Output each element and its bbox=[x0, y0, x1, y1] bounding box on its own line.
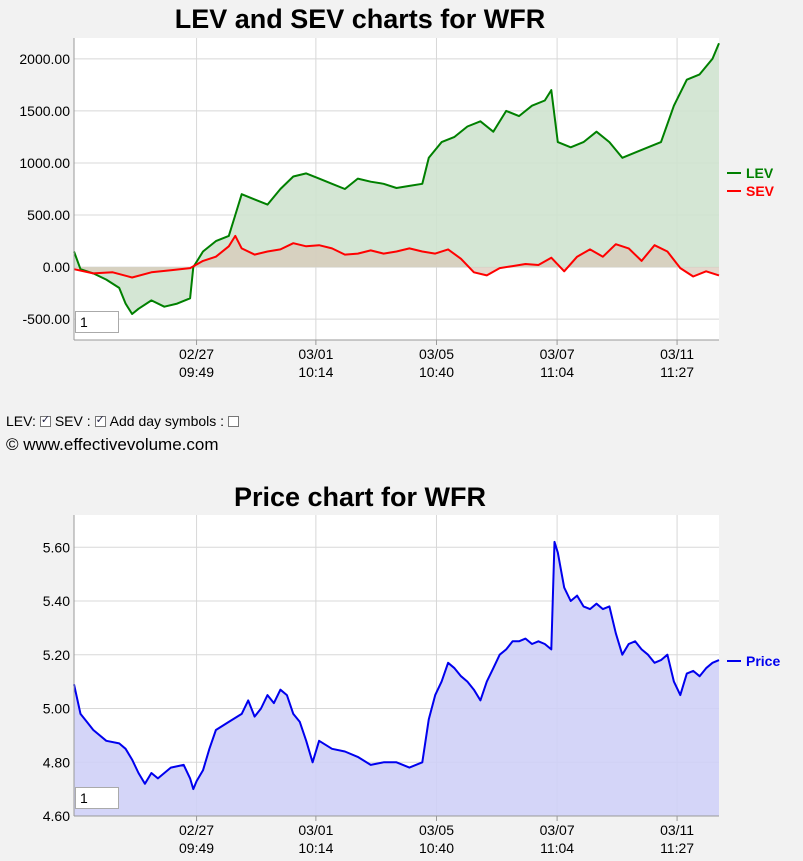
x-tick-date: 03/05 bbox=[419, 346, 454, 362]
ev-chart-title: LEV and SEV charts for WFR bbox=[174, 4, 546, 34]
lev-label: LEV: bbox=[6, 413, 36, 429]
y-tick-label: 500.00 bbox=[27, 207, 70, 223]
x-tick-time: 09:49 bbox=[179, 840, 214, 856]
lev-checkbox[interactable] bbox=[39, 413, 51, 427]
x-tick-time: 10:14 bbox=[298, 364, 333, 380]
x-tick-time: 09:49 bbox=[179, 364, 214, 380]
day-symbols-label: Add day symbols : bbox=[109, 413, 225, 429]
x-tick-date: 03/05 bbox=[419, 822, 454, 838]
x-tick-date: 03/11 bbox=[660, 822, 694, 838]
y-tick-label: -500.00 bbox=[23, 311, 71, 327]
ev-zoom-input[interactable]: 1 bbox=[75, 311, 119, 333]
x-tick-date: 02/27 bbox=[179, 346, 214, 362]
legend-label-lev: LEV bbox=[746, 165, 774, 181]
y-tick-label: 1500.00 bbox=[19, 103, 70, 119]
x-tick-date: 03/01 bbox=[298, 346, 333, 362]
y-tick-label: 5.20 bbox=[43, 647, 70, 663]
lev-line bbox=[73, 42, 720, 315]
y-tick-label: 4.60 bbox=[43, 808, 70, 824]
y-tick-label: 4.80 bbox=[43, 754, 70, 770]
series-controls: LEV: SEV : Add day symbols : bbox=[6, 413, 243, 429]
y-tick-label: 2000.00 bbox=[19, 51, 70, 67]
x-tick-time: 10:14 bbox=[298, 840, 333, 856]
y-tick-label: 5.00 bbox=[43, 701, 70, 717]
x-tick-date: 03/07 bbox=[540, 822, 575, 838]
x-tick-time: 11:04 bbox=[540, 364, 574, 380]
y-tick-label: 1000.00 bbox=[19, 155, 70, 171]
legend-label-sev: SEV bbox=[746, 183, 775, 199]
y-tick-label: 5.40 bbox=[43, 593, 70, 609]
x-tick-date: 03/11 bbox=[660, 346, 694, 362]
y-tick-label: 5.60 bbox=[43, 539, 70, 555]
sev-checkbox[interactable] bbox=[94, 413, 106, 427]
ev-chart: 2000.00 1500.00 1000.00 500.00 0.00 -500.00 02… bbox=[19, 38, 775, 380]
price-zoom-input[interactable]: 1 bbox=[75, 787, 119, 809]
x-tick-date: 02/27 bbox=[179, 822, 214, 838]
x-tick-time: 10:40 bbox=[419, 840, 454, 856]
x-tick-time: 10:40 bbox=[419, 364, 454, 380]
x-tick-date: 03/01 bbox=[298, 822, 333, 838]
sev-line bbox=[73, 234, 720, 279]
legend-label-price: Price bbox=[746, 653, 780, 669]
sev-label: SEV : bbox=[54, 413, 91, 429]
x-tick-time: 11:27 bbox=[660, 364, 694, 380]
copyright: © www.effectivevolume.com bbox=[6, 435, 219, 454]
x-tick-date: 03/07 bbox=[540, 346, 575, 362]
x-tick-time: 11:04 bbox=[540, 840, 574, 856]
day-symbols-checkbox[interactable] bbox=[228, 415, 240, 427]
y-tick-label: 0.00 bbox=[43, 259, 70, 275]
x-tick-time: 11:27 bbox=[660, 840, 694, 856]
price-chart-title: Price chart for WFR bbox=[233, 482, 487, 512]
price-line bbox=[73, 540, 720, 791]
sev-area bbox=[74, 235, 719, 278]
price-area bbox=[74, 541, 719, 816]
